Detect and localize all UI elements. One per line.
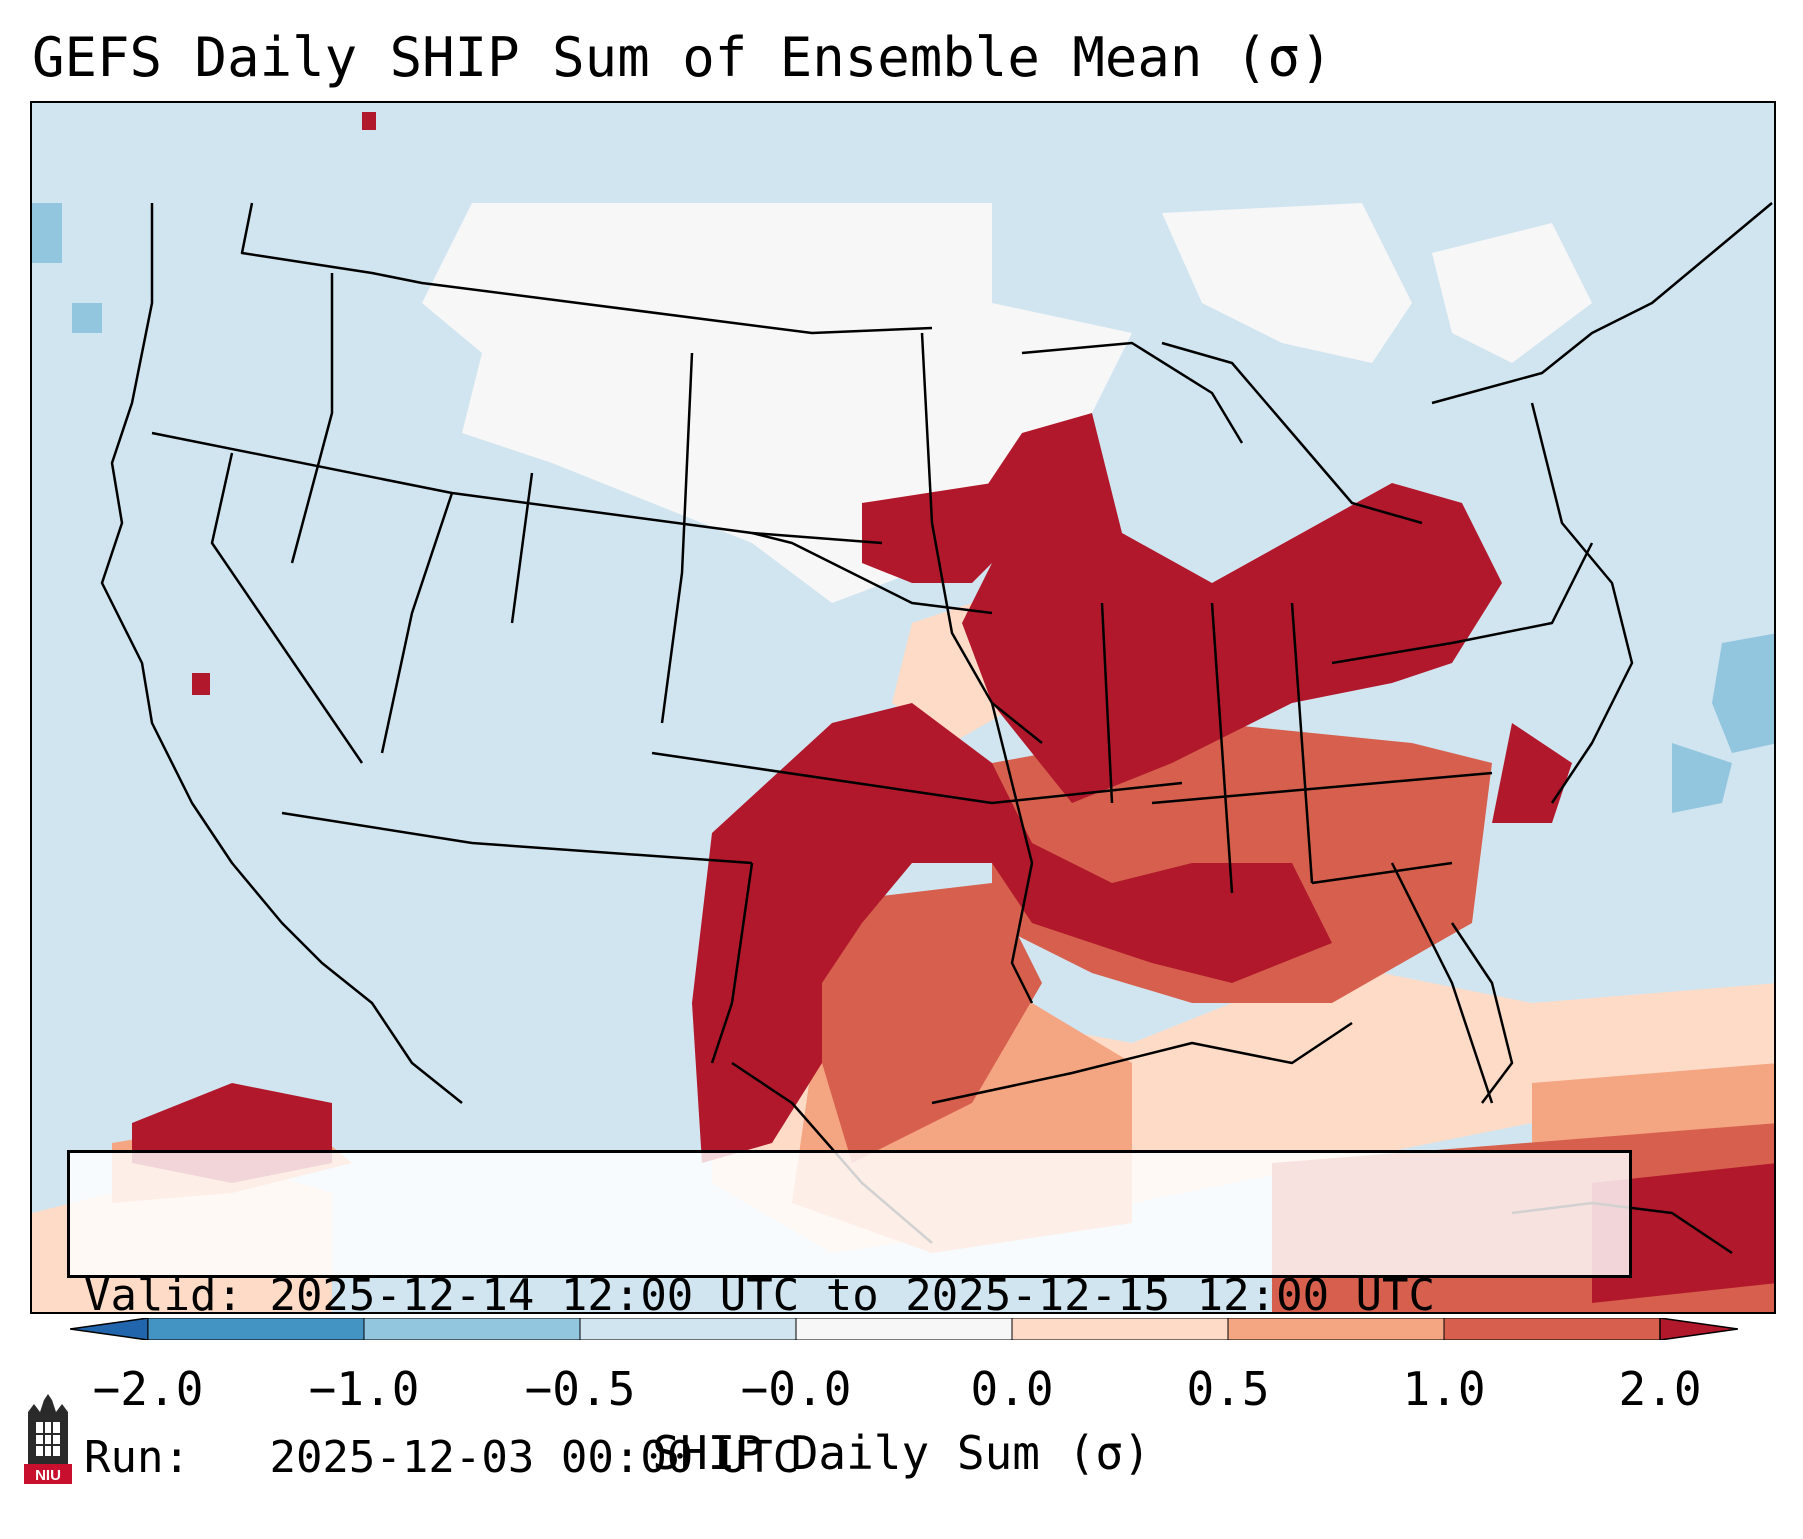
- logo-text: NIU: [35, 1467, 61, 1484]
- run-label: Run:: [84, 1432, 190, 1483]
- colorbar-tick: 0.5: [1186, 1362, 1270, 1416]
- boundaries: [100, 202, 1773, 1255]
- map-title: GEFS Daily SHIP Sum of Ensemble Mean (σ): [32, 26, 1333, 89]
- colorbar-tick: −2.0: [92, 1362, 204, 1416]
- niu-logo: NIU: [24, 1394, 72, 1484]
- colorbar-extend-left: [70, 1318, 149, 1340]
- valid-label: Valid:: [84, 1270, 243, 1321]
- valid-line: Valid: 2025-12-14 12:00 UTC to 2025-12-1…: [84, 1269, 1615, 1323]
- colorbar-label: SHIP Daily Sum (σ): [652, 1426, 1151, 1480]
- colorbar-bin-6: [1227, 1318, 1445, 1340]
- colorbar-tick: −1.0: [308, 1362, 420, 1416]
- colorbar-extend-right: [1659, 1318, 1738, 1340]
- colorbar-tick: −0.5: [524, 1362, 636, 1416]
- colorbar-bin-7: [1443, 1318, 1661, 1340]
- colorbar-tick: −0.0: [740, 1362, 852, 1416]
- anomaly-map: [32, 103, 1774, 1312]
- colorbar-tick: 0.0: [970, 1362, 1054, 1416]
- valid-value: 2025-12-14 12:00 UTC to 2025-12-15 12:00…: [269, 1270, 1436, 1321]
- colorbar-tick: 2.0: [1618, 1362, 1702, 1416]
- colorbar-bin-1: [147, 1318, 365, 1340]
- colorbar-bin-3: [579, 1318, 797, 1340]
- run-line: Run: 2025-12-03 00:00 UTC: [84, 1431, 1615, 1485]
- colorbar: [70, 1318, 1738, 1340]
- colorbar-bin-4: [795, 1318, 1013, 1340]
- colorbar-tick: 1.0: [1402, 1362, 1486, 1416]
- negative-patches: [32, 203, 1774, 813]
- colorbar-bin-5: [1011, 1318, 1229, 1340]
- colorbar-bin-2: [363, 1318, 581, 1340]
- map-area[interactable]: [30, 101, 1776, 1314]
- valid-run-info-box: Valid: 2025-12-14 12:00 UTC to 2025-12-1…: [67, 1150, 1632, 1483]
- run-value: 2025-12-03 00:00 UTC: [269, 1432, 800, 1483]
